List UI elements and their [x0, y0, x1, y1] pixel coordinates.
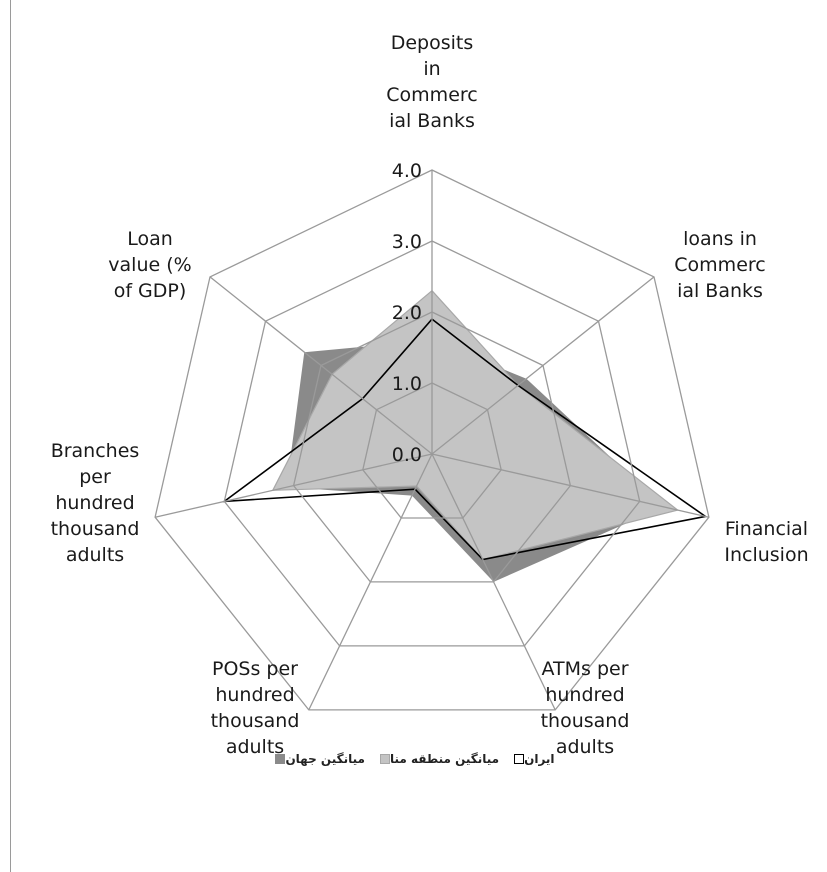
axis-label: Deposits in Commerc ial Banks: [386, 32, 478, 132]
axis-label: Loan value (% of GDP): [108, 228, 192, 302]
tick-label: 2.0: [392, 302, 422, 324]
legend-item: میانگین جهان: [272, 752, 365, 766]
chart-legend: ایران میانگین منطقه منا میانگین جهان: [0, 752, 827, 766]
legend-item: ایران: [511, 752, 555, 766]
left-border-rule: [10, 0, 11, 872]
grid-ring: [154, 169, 710, 711]
legend-swatch: [275, 754, 286, 764]
grid-ring: [362, 382, 502, 519]
axis-spoke: [431, 453, 710, 518]
axis-spoke: [154, 453, 433, 518]
axis-label: Branches per hundred thousand adults: [50, 440, 140, 566]
axis-spoke: [431, 276, 655, 455]
axis-spoke: [308, 453, 433, 711]
axis-label: POSs per hundred thousand adults: [210, 658, 300, 758]
series-polygon-1: [271, 289, 680, 561]
grid-ring: [292, 311, 572, 583]
legend-swatch: [379, 754, 390, 764]
tick-label: 0.0: [392, 444, 422, 466]
axis-label: Financial Inclusion: [724, 518, 809, 566]
series-polygon-2: [221, 318, 708, 561]
legend-label: ایران: [524, 752, 555, 766]
legend-label: میانگین منطقه منا: [389, 752, 500, 766]
tick-label: 3.0: [392, 231, 422, 253]
legend-item: میانگین منطقه منا: [377, 752, 499, 766]
tick-label: 1.0: [392, 373, 422, 395]
legend-swatch: [514, 754, 525, 764]
tick-label: 4.0: [392, 160, 422, 182]
axis-label: ATMs per hundred thousand adults: [540, 658, 630, 758]
axis-spoke: [209, 276, 433, 455]
axis-label: loans in Commerc ial Banks: [674, 228, 766, 302]
grid-ring: [223, 240, 641, 647]
axis-spoke: [431, 453, 556, 711]
legend-label: میانگین جهان: [285, 752, 365, 766]
